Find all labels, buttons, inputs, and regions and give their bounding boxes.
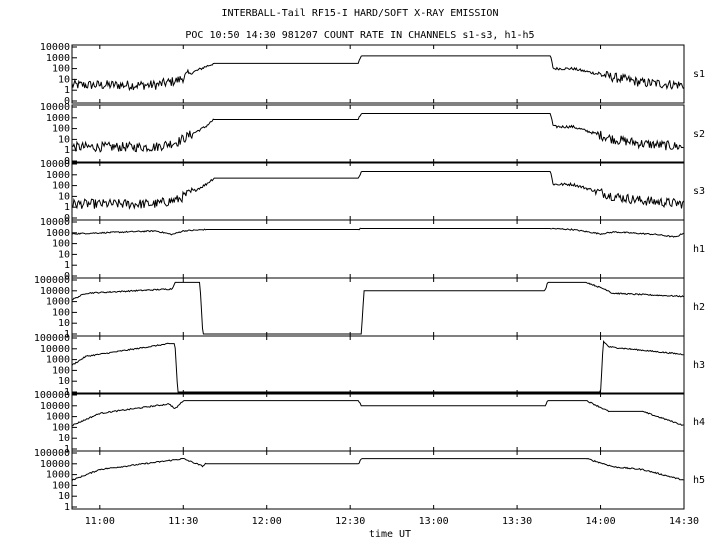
y-tick-label-s3: 10 xyxy=(58,191,70,202)
y-tick-label-h5: 100 xyxy=(52,480,70,491)
y-tick-label-h4: 10000 xyxy=(40,401,70,412)
y-tick-label-h4: 1 xyxy=(64,444,70,455)
channel-label-h5: h5 xyxy=(693,475,705,486)
channel-label-s3: s3 xyxy=(693,186,705,197)
panel-frame-h5 xyxy=(71,450,685,510)
x-tick-label: 13:00 xyxy=(419,516,449,527)
x-axis-label: time UT xyxy=(369,529,411,540)
y-tick-label-h2: 10000 xyxy=(40,286,70,297)
channel-label-h2: h2 xyxy=(693,302,705,313)
y-tick-label-s1: 1 xyxy=(64,85,70,96)
panel-frame-h2 xyxy=(71,277,685,337)
y-tick-label-h5: 1000 xyxy=(46,470,70,481)
y-tick-label-s1: 0 xyxy=(64,96,70,107)
y-tick-label-h5: 10000 xyxy=(40,459,70,470)
data-series-s2 xyxy=(71,113,684,153)
y-tick-label-s1: 10000 xyxy=(40,42,70,53)
panel-frame-h4 xyxy=(71,392,685,452)
y-tick-label-s3: 1000 xyxy=(46,170,70,181)
panel-frame-s1 xyxy=(71,44,685,104)
data-series-s3 xyxy=(71,171,684,210)
x-tick-label: 13:30 xyxy=(502,516,532,527)
data-series-h2 xyxy=(71,281,684,335)
y-tick-label-h2: 10 xyxy=(58,318,70,329)
x-tick-label: 12:30 xyxy=(335,516,365,527)
x-tick-label: 11:30 xyxy=(168,516,198,527)
y-tick-label-h1: 10000 xyxy=(40,217,70,228)
data-series-h4 xyxy=(71,400,684,427)
y-tick-label-h1: 10 xyxy=(58,249,70,260)
y-tick-label-h1: 1000 xyxy=(46,228,70,239)
y-tick-label-s1: 10 xyxy=(58,74,70,85)
y-tick-label-h4: 100 xyxy=(52,422,70,433)
data-series-h1 xyxy=(71,227,684,238)
y-tick-label-s2: 10 xyxy=(58,134,70,145)
channel-label-s2: s2 xyxy=(693,129,705,140)
x-tick-label: 11:00 xyxy=(85,516,115,527)
y-tick-label-s1: 1000 xyxy=(46,53,70,64)
channel-label-s1: s1 xyxy=(693,69,705,80)
y-tick-label-h5: 10 xyxy=(58,491,70,502)
y-tick-label-h3: 10 xyxy=(58,376,70,387)
y-tick-label-s2: 10000 xyxy=(40,102,70,113)
y-tick-label-h3: 1000 xyxy=(46,355,70,366)
x-tick-label: 14:00 xyxy=(585,516,615,527)
data-series-s1 xyxy=(71,55,684,92)
y-tick-label-s3: 0 xyxy=(64,213,70,224)
y-tick-label-s2: 1000 xyxy=(46,113,70,124)
y-tick-label-h5: 100000 xyxy=(34,448,70,459)
x-tick-label: 12:00 xyxy=(252,516,282,527)
y-tick-label-s3: 10000 xyxy=(40,159,70,170)
y-tick-label-h3: 100000 xyxy=(34,333,70,344)
y-tick-label-h4: 10 xyxy=(58,433,70,444)
y-tick-label-h2: 1 xyxy=(64,329,70,340)
y-tick-label-h1: 100 xyxy=(52,239,70,250)
channel-label-h1: h1 xyxy=(693,244,705,255)
y-tick-label-s3: 1 xyxy=(64,202,70,213)
channel-label-h4: h4 xyxy=(693,417,705,428)
y-tick-label-s3: 100 xyxy=(52,181,70,192)
y-tick-label-h5: 1 xyxy=(64,502,70,513)
chart-title: INTERBALL-Tail RF15-I HARD/SOFT X-RAY EM… xyxy=(221,8,499,19)
y-tick-label-h3: 1 xyxy=(64,387,70,398)
y-tick-label-s2: 100 xyxy=(52,124,70,135)
data-series-h3 xyxy=(71,339,684,393)
y-tick-label-s2: 1 xyxy=(64,145,70,156)
y-tick-label-h3: 10000 xyxy=(40,344,70,355)
panel-frame-s2 xyxy=(71,104,685,164)
y-tick-label-h3: 100 xyxy=(52,365,70,376)
y-tick-label-h2: 1000 xyxy=(46,297,70,308)
y-tick-label-s2: 0 xyxy=(64,156,70,167)
y-tick-label-s1: 100 xyxy=(52,64,70,75)
y-tick-label-h1: 1 xyxy=(64,260,70,271)
x-tick-label: 14:30 xyxy=(669,516,699,527)
data-series-h5 xyxy=(71,457,684,482)
y-tick-label-h4: 1000 xyxy=(46,412,70,423)
y-tick-label-h4: 100000 xyxy=(34,390,70,401)
y-tick-label-h2: 100 xyxy=(52,307,70,318)
channel-label-h3: h3 xyxy=(693,360,705,371)
y-tick-label-h2: 100000 xyxy=(34,275,70,286)
chart-subtitle: POC 10:50 14:30 981207 COUNT RATE IN CHA… xyxy=(185,30,535,41)
y-tick-label-h1: 0 xyxy=(64,271,70,282)
